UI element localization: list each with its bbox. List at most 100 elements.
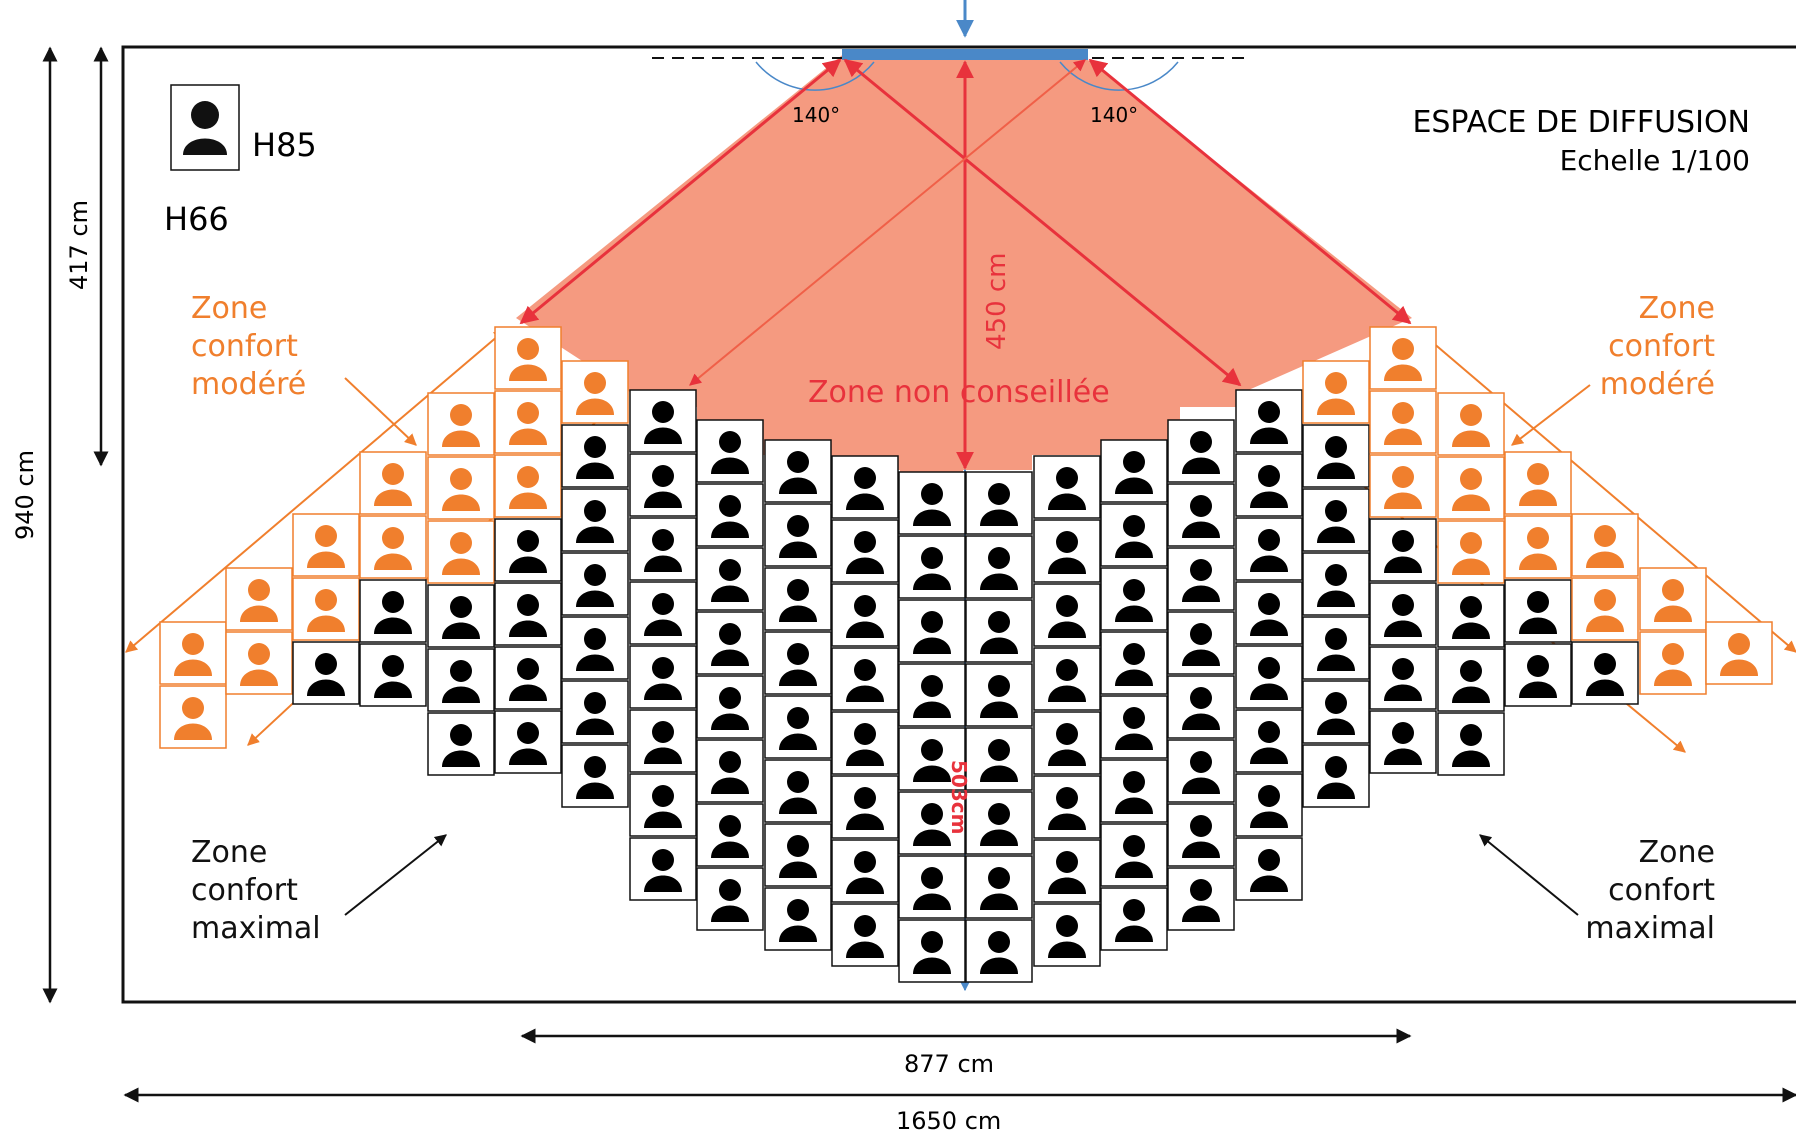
seat-maximal [1437,712,1505,776]
seat-moderate [292,513,360,577]
seat-moderate [359,515,427,579]
seat-moderate [1639,631,1707,695]
seat-moderate [225,631,293,695]
seat-maximal [1235,837,1303,901]
seat-maximal [494,582,562,646]
seat-maximal [898,855,966,919]
pointer-maximal-right [1479,834,1579,916]
seat-maximal [1235,389,1303,453]
zone-maximal-left-line3: maximal [191,911,321,946]
seat-moderate [159,621,227,685]
seat-maximal [1033,839,1101,903]
seat-maximal [764,503,832,567]
seat-maximal [898,599,966,663]
seat-maximal [764,631,832,695]
zone-moderate-left-line2: confort [191,329,298,364]
seat-moderate [561,360,629,424]
seat-maximal [764,887,832,951]
seat-moderate [1705,621,1773,685]
seat-maximal [965,791,1033,855]
seat-maximal [831,583,899,647]
zone-maximal-right-line2: confort [1608,873,1715,908]
legend-seat [170,84,240,171]
seat-maximal [1235,645,1303,709]
seat-maximal [831,775,899,839]
seat-maximal [1167,803,1235,867]
seat-maximal [1033,583,1101,647]
seat-maximal [494,710,562,774]
seat-maximal [831,903,899,967]
seat-maximal [629,517,697,581]
seat-moderate [1504,515,1572,579]
seat-maximal [898,791,966,855]
seat-moderate [1504,451,1572,515]
seat-maximal [629,645,697,709]
seat-maximal [898,727,966,791]
seat-moderate [292,577,360,641]
seating-width-label: 877 cm [904,1050,995,1078]
seat-maximal [965,919,1033,983]
seat-moderate [1571,513,1639,577]
seat-maximal [965,599,1033,663]
seat-maximal [1167,483,1235,547]
seat-maximal [831,711,899,775]
seat-maximal [1302,744,1370,808]
seat-maximal [764,695,832,759]
seat-maximal [561,552,629,616]
seat-maximal [494,518,562,582]
seat-maximal [696,547,764,611]
seat-moderate [1369,326,1437,390]
seat-maximal [898,919,966,983]
seat-maximal [898,535,966,599]
legend-h66-label: H66 [164,200,229,238]
seat-moderate [427,520,495,584]
seat-maximal [1100,503,1168,567]
seat-maximal [1033,711,1101,775]
sightline-right-cross-light [689,59,1086,386]
seat-maximal [764,439,832,503]
seat-maximal [696,483,764,547]
seat-maximal [1033,455,1101,519]
seat-moderate [427,456,495,520]
seat-maximal [831,647,899,711]
seat-maximal [1167,675,1235,739]
seat-maximal [898,471,966,535]
seat-maximal [1033,519,1101,583]
plan-title: ESPACE DE DIFFUSION [1412,105,1750,140]
seat-maximal [1100,439,1168,503]
seat-maximal [427,712,495,776]
seat-moderate [1369,454,1437,518]
zone-maximal-right-line3: maximal [1585,911,1715,946]
seat-moderate [1437,520,1505,584]
seat-maximal [1100,823,1168,887]
seat-maximal [965,535,1033,599]
seat-maximal [1437,648,1505,712]
seat-maximal [1100,567,1168,631]
seat-maximal [1302,488,1370,552]
seat-maximal [1235,581,1303,645]
seat-maximal [1235,517,1303,581]
seat-maximal [1033,775,1101,839]
seat-maximal [1437,584,1505,648]
angle-label-right: 140° [1090,103,1139,127]
seat-maximal [1571,641,1639,705]
seat-maximal [561,680,629,744]
zone-maximal-left-line1: Zone [191,835,268,870]
seat-maximal [561,744,629,808]
seat-maximal [629,837,697,901]
seat-maximal [629,773,697,837]
seat-moderate [1437,392,1505,456]
zone-moderate-right-line1: Zone [1638,291,1715,326]
seat-maximal [898,663,966,727]
seat-maximal [1504,643,1572,707]
zone-depth-label: 417 cm [65,199,93,290]
zone-maximal-right-line1: Zone [1638,835,1715,870]
seat-maximal [965,471,1033,535]
seat-maximal [696,739,764,803]
screen [842,49,1088,60]
seat-maximal [696,867,764,931]
seat-moderate [494,454,562,518]
seating-area [159,326,1773,983]
seat-maximal [292,641,360,705]
